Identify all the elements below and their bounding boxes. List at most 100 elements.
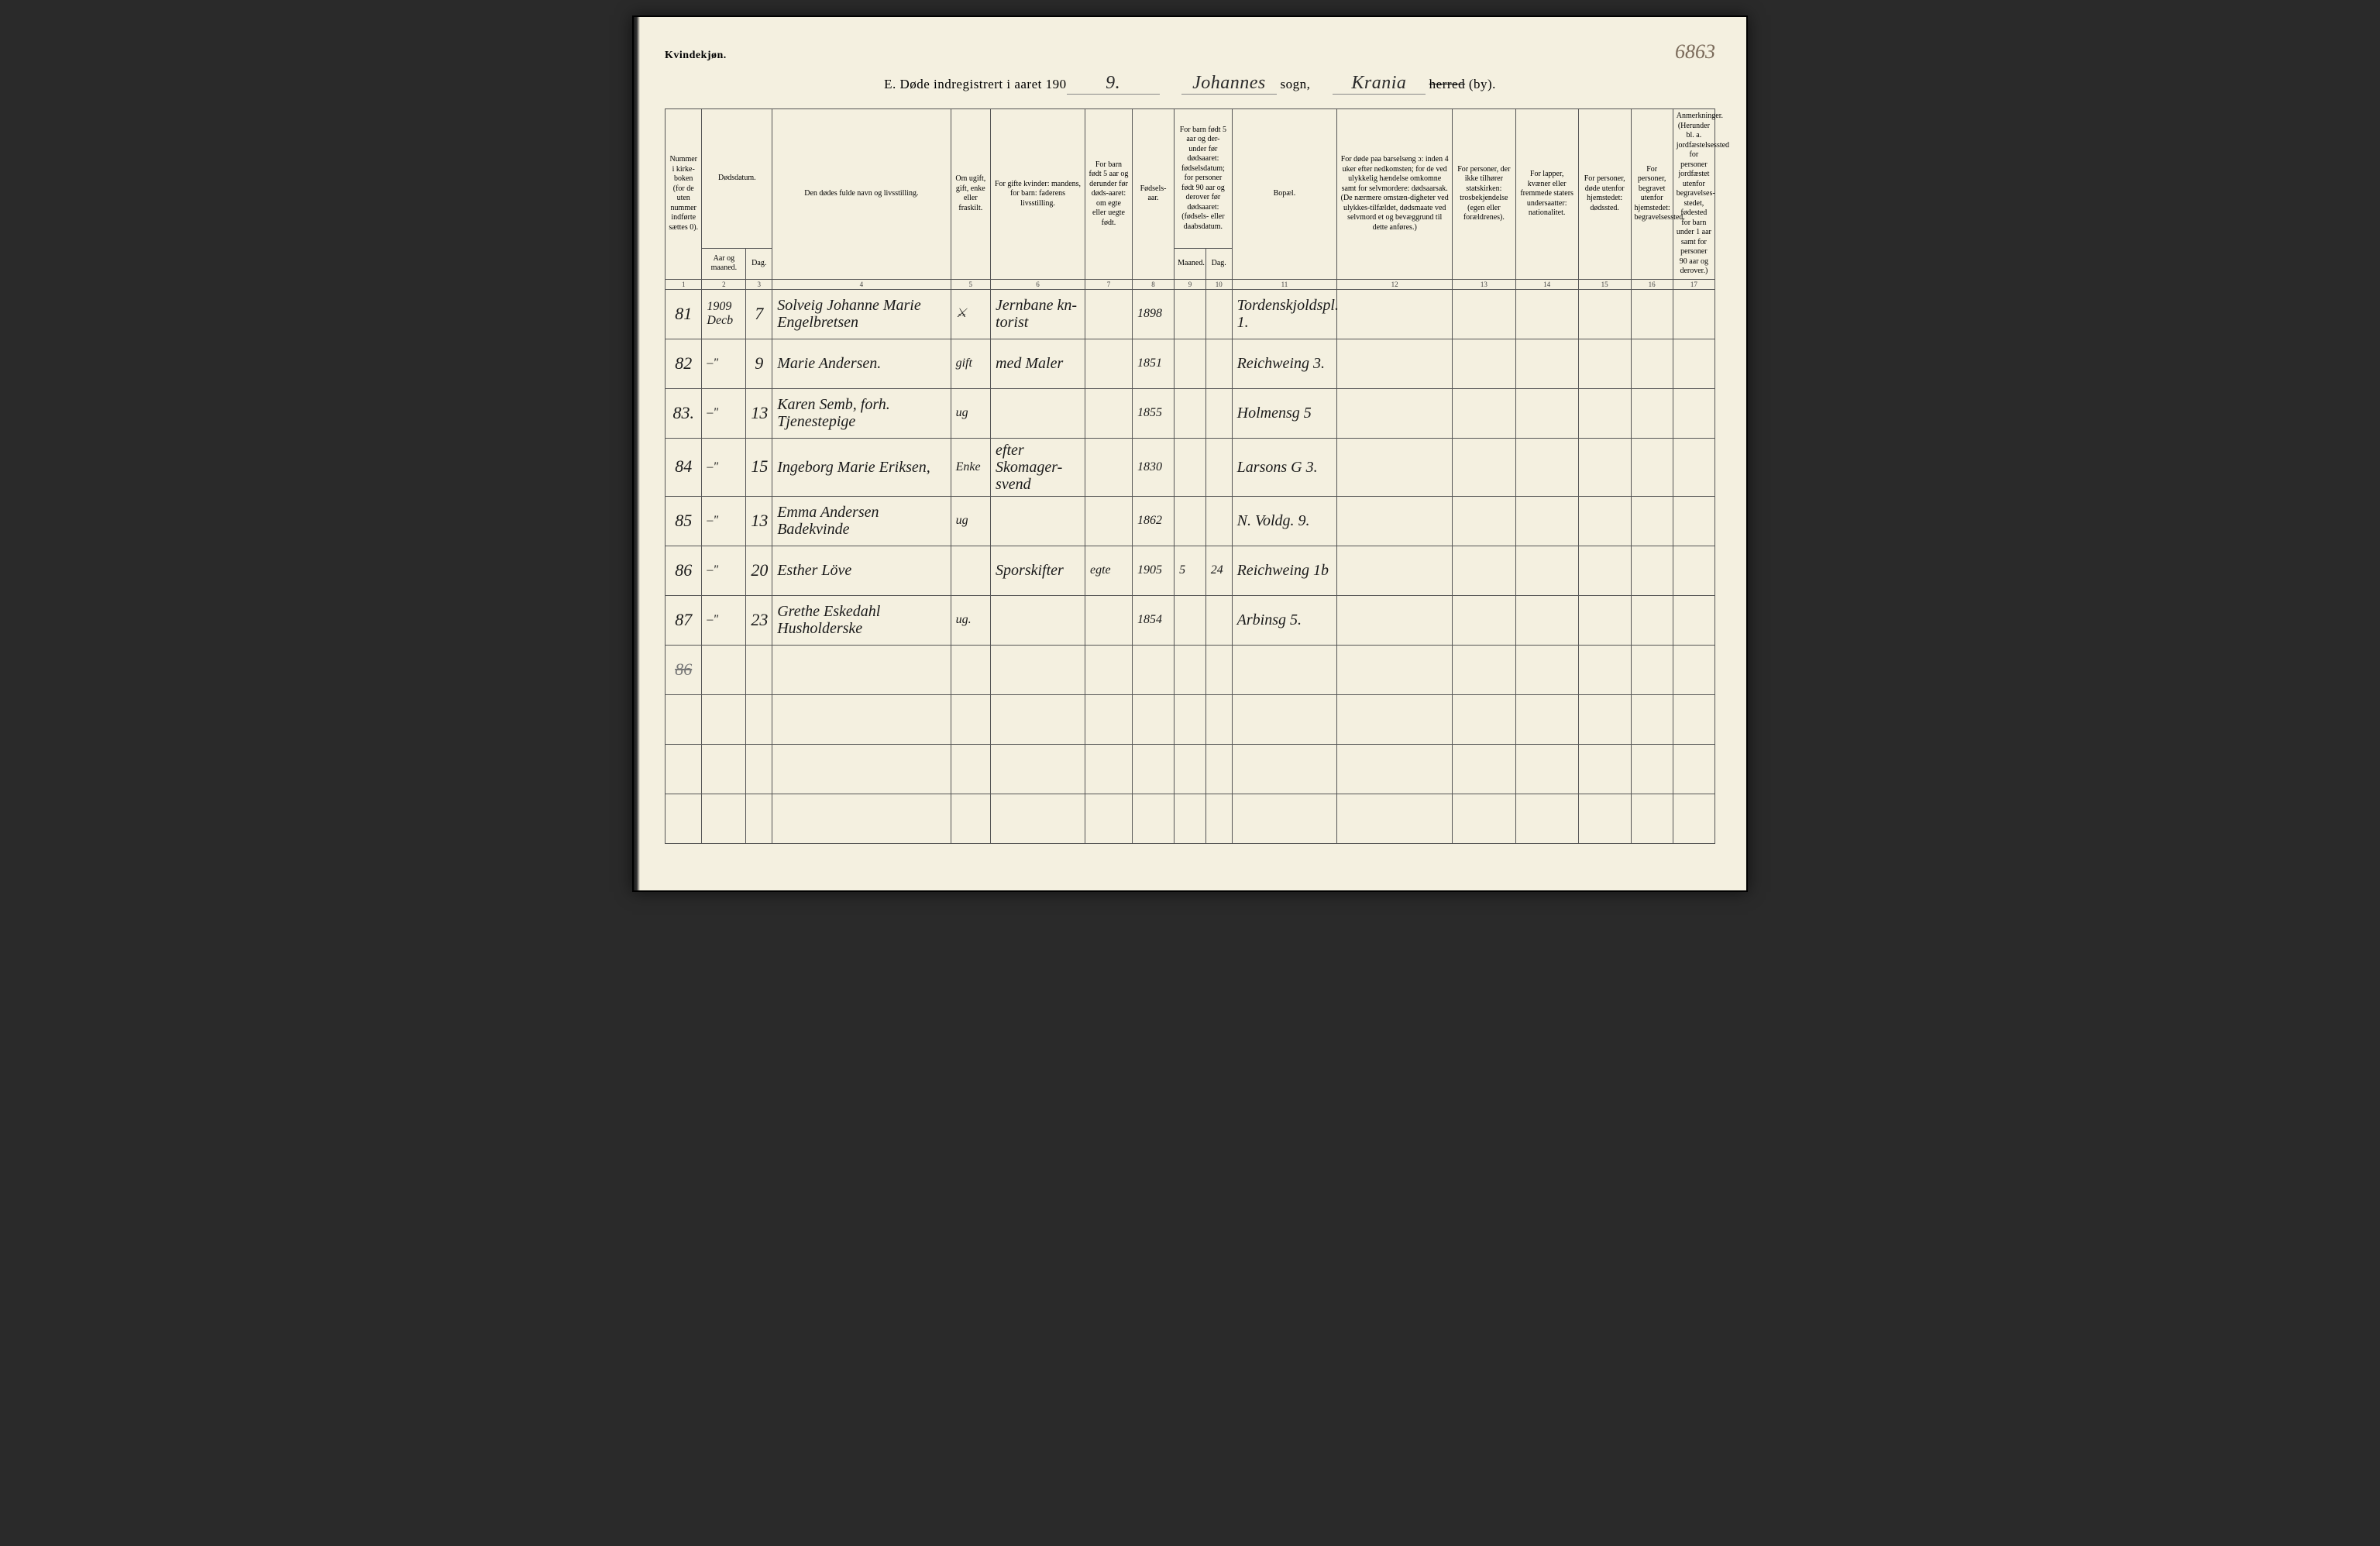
ledger-page: Kvindekjøn. 6863 E. Døde indregistrert i… — [632, 15, 1748, 892]
column-number: 17 — [1673, 279, 1714, 289]
column-number: 8 — [1132, 279, 1174, 289]
cell-occ — [991, 496, 1085, 546]
cell-addr: Larsons G 3. — [1232, 438, 1337, 496]
cell-dg — [1205, 339, 1232, 388]
column-number: 2 — [702, 279, 746, 289]
cell-empty — [1631, 496, 1673, 546]
cell-empty — [1631, 595, 1673, 645]
cell-empty — [1631, 289, 1673, 339]
cell-d: 13 — [746, 388, 772, 438]
cell-m — [1175, 496, 1206, 546]
col-9-10-group-header: For barn født 5 aar og der-under før død… — [1175, 109, 1233, 249]
cell-dg: 24 — [1205, 546, 1232, 595]
cell-name: Solveig Johanne Marie Engelbretsen — [772, 289, 951, 339]
cell-name: Emma Andersen Badekvinde — [772, 496, 951, 546]
cell-dg — [1205, 388, 1232, 438]
cell-dg — [1205, 438, 1232, 496]
cell-n: 84 — [666, 438, 702, 496]
cell-name: Ingeborg Marie Eriksen, — [772, 438, 951, 496]
cell-empty — [1453, 546, 1515, 595]
top-row: Kvindekjøn. 6863 — [665, 40, 1715, 64]
blank-row — [666, 744, 1715, 794]
title-row: E. Døde indregistrert i aaret 1909. Joha… — [665, 73, 1715, 95]
cell-empty — [1673, 496, 1714, 546]
cell-m — [1175, 595, 1206, 645]
cell-empty — [1515, 339, 1578, 388]
cell-empty — [1578, 289, 1631, 339]
herred-value: Krania — [1333, 73, 1426, 95]
cell-empty — [1515, 388, 1578, 438]
cell-by: 1855 — [1132, 388, 1174, 438]
column-number: 10 — [1205, 279, 1232, 289]
column-number-row: 1234567891011121314151617 — [666, 279, 1715, 289]
cell-occ — [991, 388, 1085, 438]
cell-by: 1905 — [1132, 546, 1174, 595]
column-number: 12 — [1337, 279, 1453, 289]
cell-leg — [1085, 595, 1132, 645]
cell-empty — [1515, 289, 1578, 339]
column-number: 7 — [1085, 279, 1132, 289]
cell-stat: Enke — [951, 438, 990, 496]
cell-empty — [1578, 595, 1631, 645]
column-number: 6 — [991, 279, 1085, 289]
cell-empty — [1337, 595, 1453, 645]
cell-empty — [1337, 388, 1453, 438]
cell-empty — [1515, 438, 1578, 496]
table-row: 84–"15Ingeborg Marie Eriksen,Enkeefter S… — [666, 438, 1715, 496]
cell-leg — [1085, 339, 1132, 388]
col-2b-header: Dag. — [746, 248, 772, 279]
cell-empty — [1453, 388, 1515, 438]
cell-dg — [1205, 496, 1232, 546]
cell-empty — [1631, 339, 1673, 388]
cell-empty — [1578, 546, 1631, 595]
col-2-group-header: Dødsdatum. — [702, 109, 772, 249]
cell-empty — [1453, 438, 1515, 496]
struck-rows: 86 — [666, 645, 1715, 694]
cell-d: 23 — [746, 595, 772, 645]
table-body: 811909 Decb7Solveig Johanne Marie Engelb… — [666, 289, 1715, 645]
table-header: Nummer i kirke-boken (for de uten nummer… — [666, 109, 1715, 280]
cell-n: 81 — [666, 289, 702, 339]
cell-empty — [1337, 339, 1453, 388]
page-number: 6863 — [1675, 40, 1715, 64]
cell-stat: ug. — [951, 595, 990, 645]
cell-empty — [1337, 546, 1453, 595]
cell-by: 1851 — [1132, 339, 1174, 388]
cell-empty — [1453, 496, 1515, 546]
cell-stat: ⚔ — [951, 289, 990, 339]
struck-row: 86 — [666, 645, 1715, 694]
cell-addr: N. Voldg. 9. — [1232, 496, 1337, 546]
sogn-value: Johannes — [1181, 73, 1277, 95]
col-13-header: For personer, der ikke tilhører statskir… — [1453, 109, 1515, 280]
cell-leg: egte — [1085, 546, 1132, 595]
title-prefix: E. Døde indregistrert i aaret 190 — [884, 77, 1067, 91]
column-number: 3 — [746, 279, 772, 289]
cell-stat: gift — [951, 339, 990, 388]
cell-ym: 1909 Decb — [702, 289, 746, 339]
cell-d: 15 — [746, 438, 772, 496]
col-7-header: For barn født 5 aar og derunder før døds… — [1085, 109, 1132, 280]
col-8-header: Fødsels-aar. — [1132, 109, 1174, 280]
col-10-header: Dag. — [1205, 248, 1232, 279]
cell-dg — [1205, 289, 1232, 339]
cell-ym: –" — [702, 496, 746, 546]
cell-addr: Tordenskjoldspl. 1. — [1232, 289, 1337, 339]
gender-label: Kvindekjøn. — [665, 50, 727, 62]
cell-empty — [1673, 595, 1714, 645]
col-17-header: Anmerkninger. (Herunder bl. a. jordfæste… — [1673, 109, 1714, 280]
column-number: 11 — [1232, 279, 1337, 289]
cell-empty — [1578, 496, 1631, 546]
cell-occ: Jernbane kn-torist — [991, 289, 1085, 339]
cell-stat: ug — [951, 388, 990, 438]
cell-by: 1854 — [1132, 595, 1174, 645]
cell-ym: –" — [702, 388, 746, 438]
col-15-header: For personer, døde utenfor hjemstedet: d… — [1578, 109, 1631, 280]
cell-name: Karen Semb, forh. Tjenestepige — [772, 388, 951, 438]
blank-row — [666, 794, 1715, 843]
cell-empty — [1578, 438, 1631, 496]
cell-n: 83. — [666, 388, 702, 438]
cell-empty — [1673, 388, 1714, 438]
cell-leg — [1085, 496, 1132, 546]
table-row: 87–"23Grethe Eskedahl Husholderskeug.185… — [666, 595, 1715, 645]
blank-row — [666, 694, 1715, 744]
